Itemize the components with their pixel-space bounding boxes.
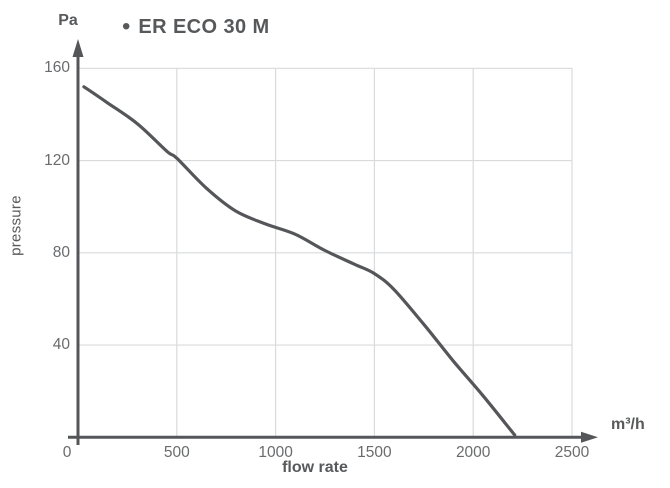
x-tick-label: 1500 [357,444,392,461]
x-axis-arrow-icon [581,431,598,443]
x-tick-label: 0 [62,444,72,461]
legend-bullet-icon: • [122,13,131,40]
x-tick-label: 500 [163,444,190,461]
x-axis-title: flow rate [282,459,348,476]
x-tick-label: 2500 [554,444,590,461]
y-tick-label: 80 [52,243,70,261]
x-axis-unit: m³/h [611,416,645,433]
y-axis-arrow-icon [72,39,84,57]
y-tick-label: 160 [44,59,70,77]
legend: • ER ECO 30 M [122,14,270,40]
performance-curve [82,85,517,437]
y-axis-title: pressure [7,195,25,256]
x-tick-label: 2000 [455,444,491,461]
y-tick-label: 120 [44,151,70,169]
y-axis-unit: Pa [58,12,78,29]
legend-series-label: ER ECO 30 M [138,15,270,38]
y-tick-label: 40 [52,336,70,354]
x-tick-label: 1000 [258,444,293,461]
